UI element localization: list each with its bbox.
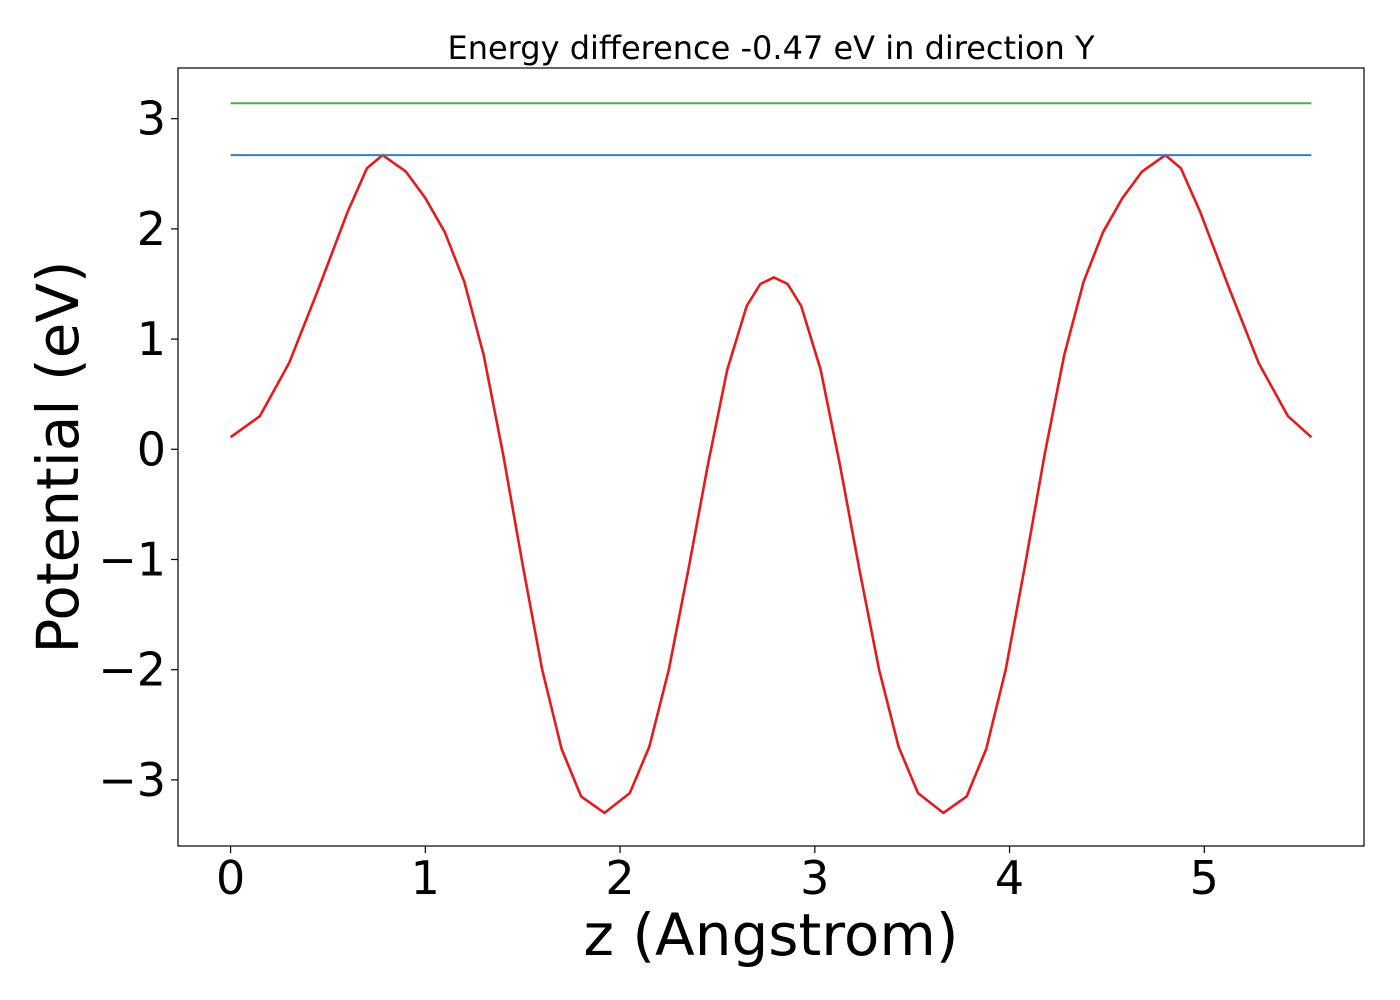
x-tick-label: 1 (411, 851, 440, 905)
x-tick-label: 3 (800, 851, 829, 905)
series-layer (229, 102, 1313, 815)
y-tick-label: 0 (137, 422, 166, 476)
x-axis-ticks: 0 1 2 3 4 5 (216, 846, 1219, 905)
x-axis-label: z (Angstrom) (584, 901, 959, 969)
x-tick-label: 2 (605, 851, 634, 905)
y-tick-label: 2 (137, 202, 166, 256)
y-tick-label: −2 (98, 643, 166, 697)
x-tick-label: 0 (216, 851, 245, 905)
y-tick-label: −3 (98, 753, 166, 807)
series-line-0 (229, 153, 1313, 815)
y-axis-ticks: −3 −2 −1 0 1 2 3 (98, 92, 178, 807)
y-tick-label: 3 (137, 92, 166, 146)
x-tick-label: 4 (995, 851, 1024, 905)
y-axis-label: Potential (eV) (24, 260, 92, 653)
x-tick-label: 5 (1190, 851, 1219, 905)
y-tick-label: −1 (98, 532, 166, 586)
chart-title: Energy difference -0.47 eV in direction … (447, 29, 1094, 67)
plot-frame (177, 67, 1365, 847)
y-tick-label: 1 (137, 312, 166, 366)
